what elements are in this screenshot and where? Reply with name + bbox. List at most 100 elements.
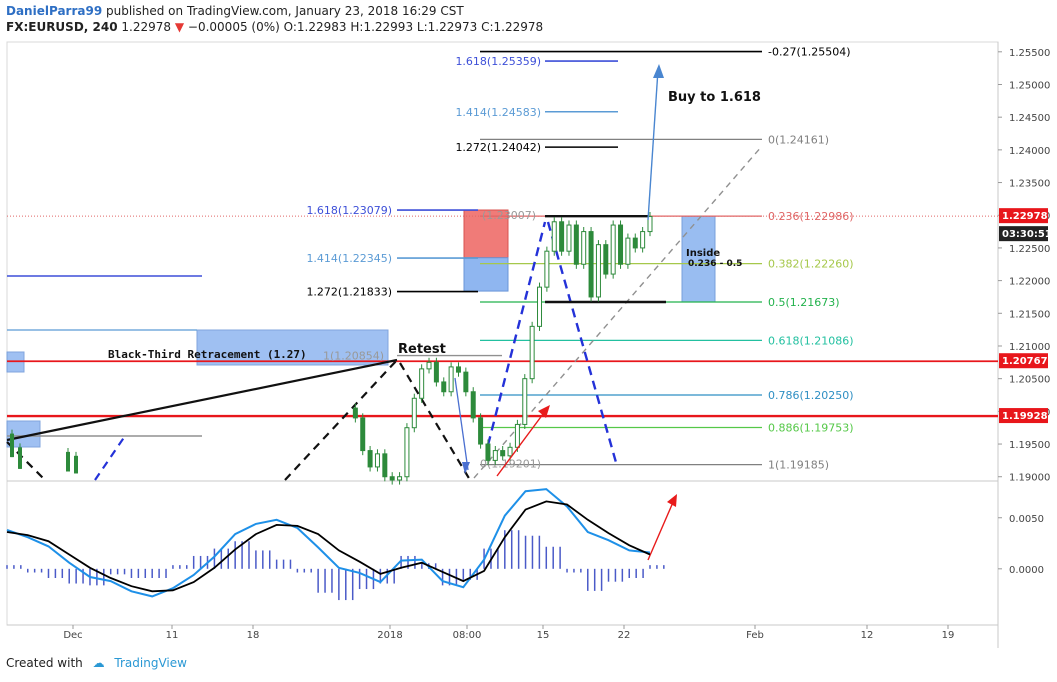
fib-retracement-label: 0.786(1.20250) [768, 389, 854, 402]
price-badge-label: 1.20767 [1002, 356, 1048, 367]
time-axis-label: 15 [537, 630, 550, 641]
time-axis-label: 22 [618, 630, 631, 641]
dashed-black-down [399, 362, 471, 481]
dashed-blue-down [546, 221, 619, 467]
candle-body [625, 237, 631, 265]
price-axis-label: 1.21000 [1009, 342, 1050, 353]
candle-body [18, 447, 22, 469]
candle-body [352, 407, 358, 419]
high-label: H: [350, 20, 364, 34]
time-axis-label: 08:00 [453, 630, 482, 641]
target-arrow-line [647, 69, 659, 221]
fib-partial-label: 1(1.20854) [323, 350, 384, 363]
entry-zone-box [463, 257, 509, 292]
macd-arrow-line [647, 499, 675, 561]
tradingview-brand-link[interactable]: TradingView [114, 656, 187, 670]
open-value: 1.22983 [296, 20, 347, 34]
price-change: −0.00005 (0%) [187, 20, 280, 34]
last-price: 1.22978 [121, 20, 172, 34]
fib-retracement-label: 0.618(1.21086) [768, 334, 854, 347]
candle-body [382, 453, 388, 478]
candle-body [544, 250, 550, 288]
candle-body [419, 368, 425, 399]
price-axis-label: 1.21500 [1009, 309, 1050, 320]
candle-body [551, 221, 557, 252]
fib-retracement-label: 0.5(1.21673) [768, 296, 840, 309]
trendline-black [6, 358, 398, 442]
inside-zone-box [681, 215, 716, 303]
fib-extension-label: 1.272(1.21833) [306, 286, 392, 299]
candle-body [360, 417, 366, 452]
fib-extension-label: 1.618(1.23079) [306, 204, 392, 217]
price-axis-label: 1.19000 [1009, 473, 1050, 484]
macd-axis-label: 0.0050 [1009, 514, 1044, 525]
price-badge [999, 208, 1048, 224]
candle-body [485, 443, 491, 461]
tradingview-logo-icon[interactable]: ☁ [92, 656, 105, 670]
price-axis-label: 1.19500 [1009, 440, 1050, 451]
time-axis-label: 18 [247, 630, 260, 641]
candle-body [507, 446, 513, 457]
fib-diagonal-dashed [473, 145, 763, 479]
chart-annotation: Inside [686, 248, 720, 259]
candle-body [647, 216, 653, 233]
drop-arrow-head [462, 462, 470, 474]
candle-body [573, 224, 579, 265]
candle-body [374, 453, 380, 468]
candle-body [478, 417, 484, 445]
candle-body [411, 397, 417, 429]
high-value: 1.22993 [363, 20, 414, 34]
left-dashed-black [6, 441, 46, 481]
candle-body [10, 433, 14, 458]
candle-body [441, 381, 447, 393]
chart-annotation: Buy to 1.618 [668, 90, 761, 105]
time-axis-label: Dec [63, 630, 82, 641]
candle-body [566, 224, 572, 252]
author-name[interactable]: DanielParra99 [6, 4, 103, 18]
candle-body [610, 224, 616, 275]
candle-body [581, 231, 587, 265]
projection-box [196, 329, 389, 366]
entry-arrow-line [496, 409, 547, 477]
time-axis-label: 2018 [377, 630, 402, 641]
candle-body [618, 224, 624, 265]
price-badge-label: 1.22978 [1002, 211, 1048, 222]
entry-arrow-head [538, 405, 550, 418]
low-value: 1.22973 [427, 20, 478, 34]
candle-body [603, 244, 609, 275]
candle-body [514, 423, 520, 448]
dashed-blue-up [486, 221, 547, 446]
low-label: L: [416, 20, 428, 34]
candle-body [66, 451, 70, 472]
created-with-text: Created with [6, 656, 83, 670]
price-badge [999, 226, 1048, 242]
fib-retracement-label: 0.886(1.19753) [768, 422, 854, 435]
candle-body [632, 237, 638, 249]
fib-extension-label: 1.414(1.22345) [306, 252, 392, 265]
dashed-black-up [284, 359, 398, 481]
close-value: 1.22978 [493, 20, 544, 34]
signal-line [6, 500, 651, 593]
price-badge-label: 1.19928 [1002, 411, 1048, 422]
candle-body [426, 361, 432, 370]
close-label: C: [481, 20, 494, 34]
price-axis-label: 1.23500 [1009, 179, 1050, 190]
chart-header: DanielParra99 published on TradingView.c… [6, 3, 543, 35]
macd-arrow-head [667, 494, 677, 507]
fib-retracement-label: -0.27(1.25504) [768, 46, 851, 59]
candle-body [470, 391, 476, 419]
price-axis-label: 1.24000 [1009, 146, 1050, 157]
price-axis-label: 1.22500 [1009, 244, 1050, 255]
candle-body [367, 450, 373, 468]
left-dashed-blue [94, 435, 126, 481]
fib-retracement-label: 1(1.19185) [768, 459, 829, 472]
candle-body [389, 476, 395, 481]
price-axis-label: 1.22000 [1009, 277, 1050, 288]
macd-axis-label: 0.0000 [1009, 565, 1044, 576]
candle-body [455, 366, 461, 373]
published-text: published on TradingView.com, January 23… [106, 4, 464, 18]
fib-extension-label: 1.618(1.25359) [455, 55, 541, 68]
price-badge-label: 03:30:51 [1002, 229, 1052, 240]
chart-annotation: Retest [398, 342, 446, 357]
